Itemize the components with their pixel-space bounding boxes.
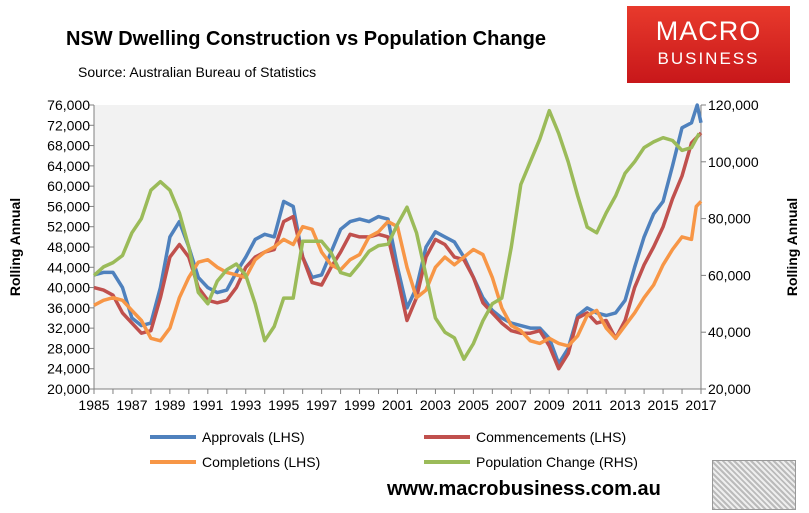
y2-tick-label: 60,000 — [708, 267, 751, 283]
y-tick-label: 28,000 — [47, 340, 90, 356]
y2-tick-label: 80,000 — [708, 211, 751, 227]
x-tick-label: 1987 — [116, 397, 147, 413]
y-tick-label: 76,000 — [47, 97, 90, 113]
wolf-logo-image — [712, 460, 796, 510]
x-tick-label: 2001 — [382, 397, 413, 413]
y-tick-label: 56,000 — [47, 198, 90, 214]
y2-tick-label: 100,000 — [708, 154, 759, 170]
y2-tick-label: 20,000 — [708, 381, 751, 397]
logo-line2: BUSINESS — [657, 49, 760, 68]
x-tick-label: 2011 — [572, 397, 602, 413]
x-tick-label: 2015 — [647, 397, 678, 413]
logo-line1: MACRO — [655, 16, 762, 46]
y-tick-label: 44,000 — [47, 259, 90, 275]
chart-title: NSW Dwelling Construction vs Population … — [66, 28, 547, 50]
x-tick-label: 1989 — [154, 397, 185, 413]
series-line-completions-lhs — [93, 200, 703, 348]
legend-swatch — [150, 460, 196, 464]
x-tick-label: 2003 — [420, 397, 451, 413]
x-tick-label: 2017 — [685, 397, 716, 413]
legend-item-completions: Completions (LHS) — [150, 454, 320, 470]
x-tick-label: 1995 — [268, 397, 299, 413]
x-tick-label: 2005 — [458, 397, 489, 413]
legend-label: Commencements (LHS) — [476, 429, 627, 445]
legend-swatch — [150, 435, 196, 439]
y-tick-label: 40,000 — [47, 280, 90, 296]
macrobusiness-logo: MACRO BUSINESS — [627, 6, 790, 83]
y2-tick-label: 40,000 — [708, 324, 751, 340]
y-tick-label: 52,000 — [47, 219, 90, 235]
y-tick-label: 68,000 — [47, 138, 90, 154]
legend-item-commencements: Commencements (LHS) — [424, 429, 626, 445]
legend-label: Approvals (LHS) — [202, 429, 305, 445]
y-tick-label: 72,000 — [47, 117, 90, 133]
x-tick-label: 2009 — [534, 397, 565, 413]
legend-item-approvals: Approvals (LHS) — [150, 429, 305, 445]
y-tick-label: 32,000 — [47, 320, 90, 336]
x-tick-label: 1991 — [192, 397, 223, 413]
plot-area — [94, 105, 701, 389]
y-tick-label: 36,000 — [47, 300, 90, 316]
website-url: www.macrobusiness.com.au — [387, 478, 661, 500]
legend-label: Completions (LHS) — [202, 454, 321, 470]
x-tick-label: 1997 — [306, 397, 337, 413]
legend-swatch — [424, 435, 470, 439]
y2-tick-label: 120,000 — [708, 97, 759, 113]
legend-item-population: Population Change (RHS) — [424, 454, 638, 470]
y-tick-label: 60,000 — [47, 178, 90, 194]
series-line-population-change-rhs — [92, 108, 701, 361]
y-tick-label: 20,000 — [47, 381, 90, 397]
x-tick-label: 2007 — [496, 397, 527, 413]
x-tick-label: 1985 — [78, 397, 109, 413]
y-tick-label: 48,000 — [47, 239, 90, 255]
y-tick-label: 24,000 — [47, 361, 90, 377]
series-line-approvals-lhs — [93, 103, 703, 366]
x-tick-label: 1993 — [230, 397, 261, 413]
legend-swatch — [424, 460, 470, 464]
x-tick-label: 1999 — [344, 397, 375, 413]
legend-label: Population Change (RHS) — [476, 454, 638, 470]
chart-source: Source: Australian Bureau of Statistics — [78, 64, 317, 80]
x-tick-label: 2013 — [610, 397, 641, 413]
y-tick-label: 64,000 — [47, 158, 90, 174]
y-axis-label: Rolling Annual — [7, 198, 23, 296]
y2-axis-label: Rolling Annual — [784, 198, 800, 296]
